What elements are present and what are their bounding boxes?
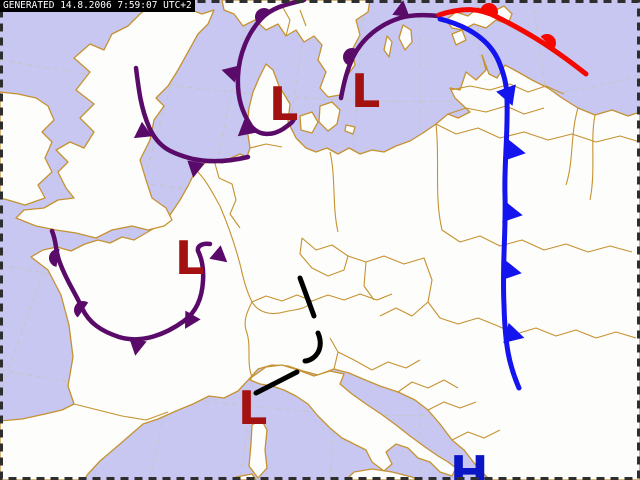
occluded-front-north-sea-west-triangle-marker xyxy=(133,121,153,139)
fronts-layer xyxy=(49,0,589,391)
warm-front-baltic xyxy=(436,7,589,77)
island-gotland xyxy=(398,24,413,51)
landmass-continental-europe xyxy=(0,54,640,480)
occluded-front-france-semicircle-marker xyxy=(74,301,89,318)
island-oland xyxy=(383,35,393,58)
island-zealand xyxy=(318,101,341,132)
landmass-italy xyxy=(249,364,457,477)
warm-front-baltic-semicircle-marker xyxy=(480,3,498,16)
occluded-front-france xyxy=(49,228,213,342)
generated-timestamp-label: GENERATED 14.8.2006 7:59:07 UTC+2 xyxy=(3,0,192,11)
generated-timestamp-bar: GENERATED 14.8.2006 7:59:07 UTC+2 xyxy=(0,0,195,12)
occluded-front-sweden-triangle-marker xyxy=(392,0,410,18)
country-border-layer xyxy=(73,5,640,441)
landmass-scandinavia xyxy=(221,0,371,98)
cold-front-east-europe-triangle-marker xyxy=(502,201,523,223)
island-bornholm xyxy=(344,124,356,135)
trough-line xyxy=(302,330,323,364)
occluded-front-france-triangle-marker xyxy=(209,245,228,263)
cold-front-east-europe-triangle-marker xyxy=(501,259,522,281)
occluded-front-denmark-semicircle-marker xyxy=(255,8,272,23)
pressure-low-north-sea: L xyxy=(269,77,298,131)
occluded-front-france-triangle-marker xyxy=(129,338,147,356)
pressure-low-liguria: L xyxy=(238,381,267,435)
trough-layer xyxy=(253,275,323,396)
occluded-front-denmark-triangle-marker xyxy=(237,119,256,137)
occluded-front-france-semicircle-marker xyxy=(49,249,60,267)
island-corsica xyxy=(248,418,268,479)
occluded-front-north-sea-west xyxy=(133,65,251,164)
cold-front-east-europe xyxy=(437,16,522,391)
cold-front-east-europe-triangle-marker xyxy=(503,322,525,344)
occluded-front-north-sea-west-triangle-marker xyxy=(187,160,205,178)
island-saaremaa xyxy=(451,29,467,46)
landmass-great-britain xyxy=(15,4,215,239)
trough-line xyxy=(253,369,300,396)
island-fyn xyxy=(299,111,319,134)
occluded-front-denmark-triangle-marker xyxy=(221,65,240,83)
occluded-front-sweden-semicircle-marker xyxy=(343,48,356,66)
trough-line xyxy=(297,275,317,319)
cold-front-east-europe-triangle-marker xyxy=(505,139,526,161)
cold-front-east-europe-triangle-marker xyxy=(496,84,516,106)
pressure-high-ionian: H xyxy=(450,446,489,480)
occluded-front-sweden xyxy=(338,12,442,101)
landmass-ireland xyxy=(0,91,55,206)
pressure-low-france: L xyxy=(175,231,204,285)
occluded-front-france-triangle-marker xyxy=(185,310,201,329)
warm-front-baltic-semicircle-marker xyxy=(540,34,556,50)
pressure-low-baltic: L xyxy=(351,64,380,118)
